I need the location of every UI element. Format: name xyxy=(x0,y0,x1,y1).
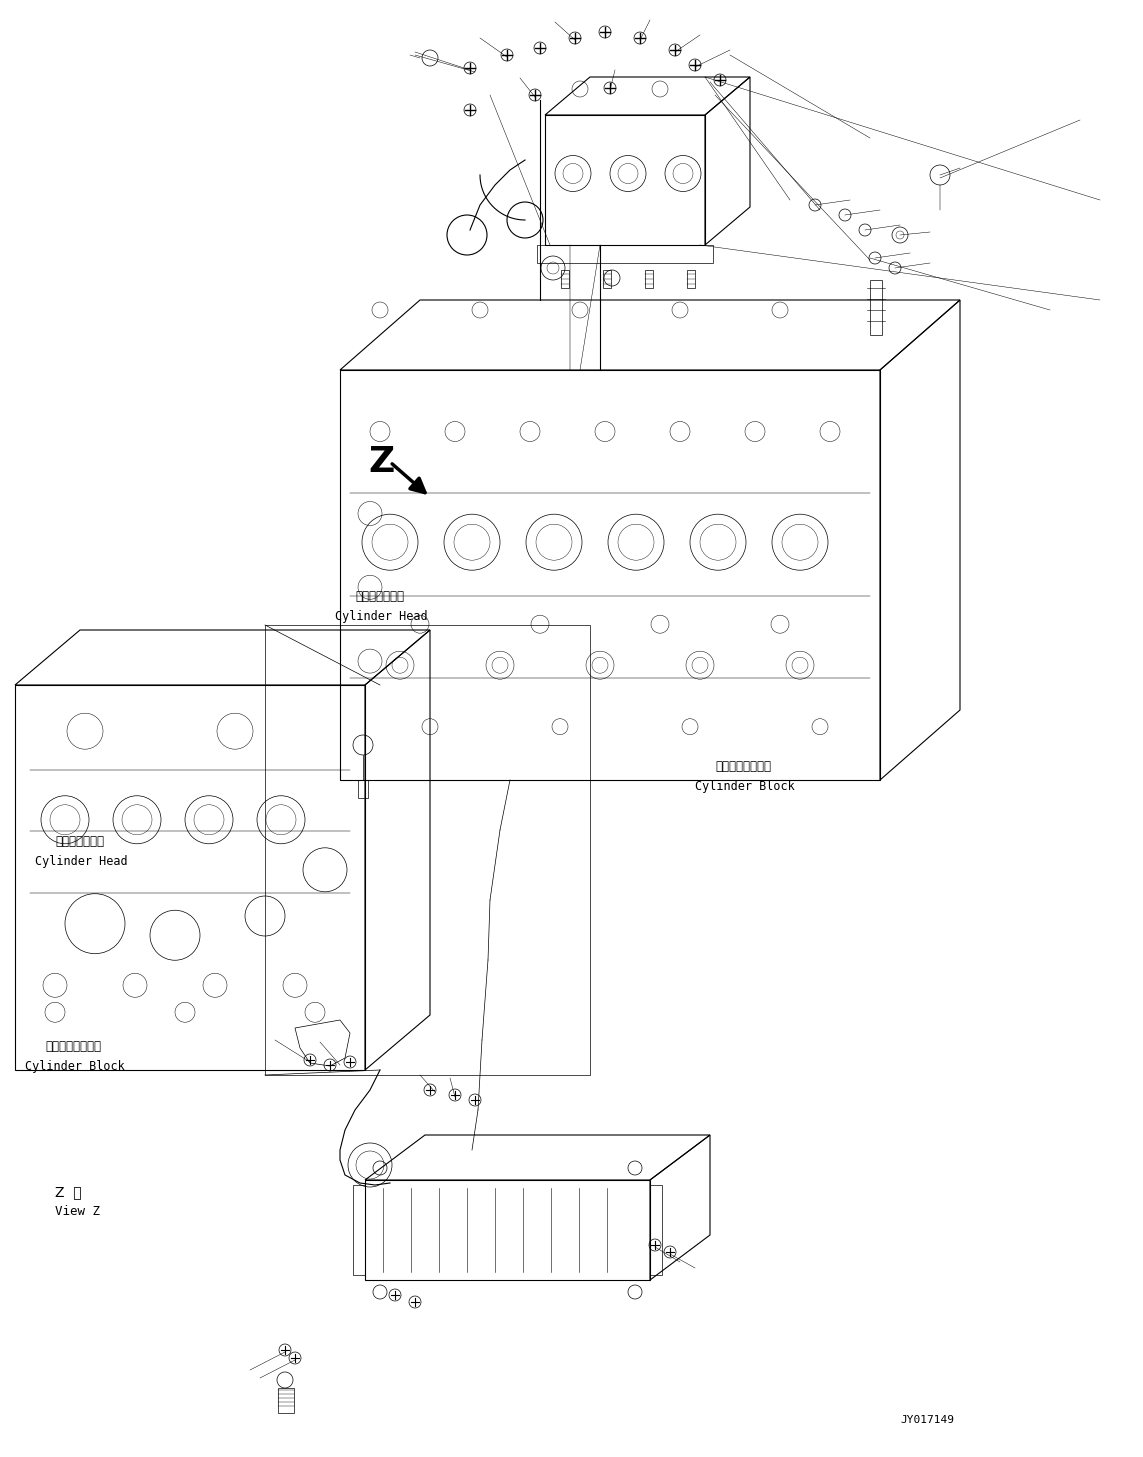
Bar xyxy=(687,270,695,288)
Text: Cylinder Block: Cylinder Block xyxy=(25,1061,125,1072)
Text: シリンダヘッド: シリンダヘッド xyxy=(355,590,403,603)
Text: シリンダブロック: シリンダブロック xyxy=(716,761,772,774)
Text: シリンダブロック: シリンダブロック xyxy=(45,1040,101,1053)
Bar xyxy=(870,280,882,335)
Text: Cylinder Head: Cylinder Head xyxy=(335,610,427,624)
Text: JY017149: JY017149 xyxy=(900,1415,954,1425)
Text: Cylinder Head: Cylinder Head xyxy=(35,855,128,868)
Text: Z  視: Z 視 xyxy=(55,1185,81,1199)
Bar xyxy=(604,270,612,288)
Text: View Z: View Z xyxy=(55,1205,99,1218)
Bar xyxy=(645,270,653,288)
Bar xyxy=(278,1389,294,1413)
Text: シリンダヘッド: シリンダヘッド xyxy=(55,835,104,848)
Text: Cylinder Block: Cylinder Block xyxy=(695,779,794,793)
Bar xyxy=(561,270,569,288)
Bar xyxy=(358,779,368,798)
Text: Z: Z xyxy=(368,444,394,479)
